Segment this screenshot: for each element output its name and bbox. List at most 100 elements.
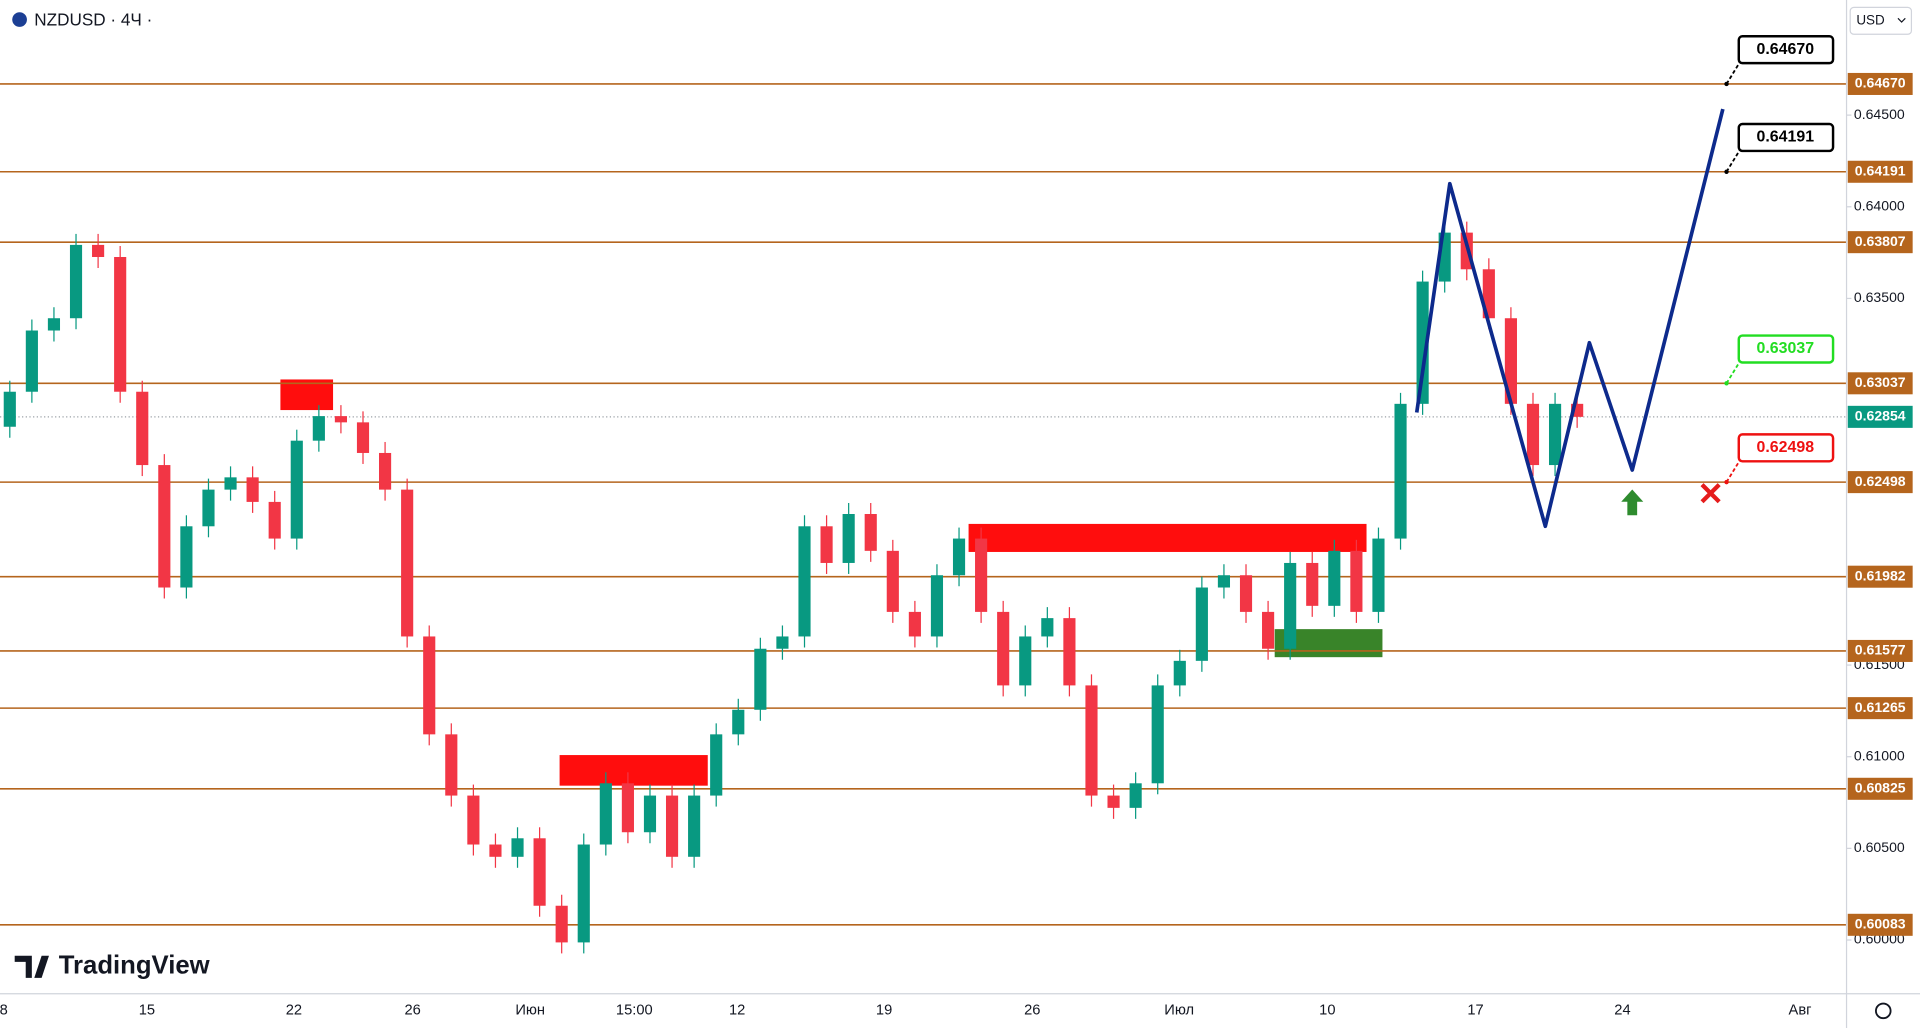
candle-body [401,489,414,637]
level-tag [1847,372,1913,395]
plot-area: 0.64670 0.64191 0.63037 0.62498 [0,35,1847,954]
candle-body [1063,618,1076,686]
x-tick-label: 15:00 [616,1003,653,1019]
candle-body [1548,403,1562,466]
candle-body [1239,575,1253,612]
level-label: 0.61577 [1855,642,1906,658]
level-label: 0.63037 [1855,374,1906,390]
x-tick-label: 12 [729,1003,745,1019]
candle-body [180,526,193,588]
flag-icon [12,12,27,27]
candle-body [1085,685,1098,796]
candle-body [908,611,921,637]
stop-cross [1700,483,1721,504]
callout-anchor [1724,81,1729,87]
candle-body [975,538,988,612]
level-label: 0.62498 [1855,473,1906,489]
x-tick-label: 10 [1319,1003,1335,1019]
level-label: 0.63807 [1855,233,1906,249]
candle-body [621,783,634,833]
candle-body [820,526,833,563]
candle-body [356,422,370,453]
x-tick-label: 26 [404,1003,420,1019]
candle-body [290,440,303,539]
y-tick-label: 0.61000 [1854,747,1905,763]
candle-body [334,416,347,423]
callout-anchor [1724,479,1729,485]
x-tick-label: 8 [0,1003,8,1019]
candle-body [246,477,259,502]
candle-body [1019,636,1032,686]
candle-body [1350,550,1363,612]
zone [280,379,334,411]
axes: 0.645000.640000.635000.615000.610000.605… [0,72,1913,1019]
candle-body [1284,562,1297,649]
x-tick-label: Авг [1789,1003,1812,1019]
candle-body [224,477,237,490]
zone [559,755,708,786]
level-label: 0.60083 [1855,916,1906,932]
candle-body [1262,611,1275,649]
y-tick-label: 0.63500 [1854,289,1905,305]
currency-dropdown[interactable] [1849,6,1913,35]
candle-body [3,391,16,427]
x-tick-label: 26 [1024,1003,1040,1019]
candle-body [1394,403,1407,539]
candle-body [577,844,590,943]
callout-label: 0.64670 [1757,41,1815,58]
zone [968,523,1367,552]
symbol-title[interactable]: NZDUSD · 4Ч · [34,9,152,29]
candle-body [423,636,436,735]
candle-body [445,734,458,796]
candle-body [1372,538,1385,612]
candle-body [952,538,966,576]
candle-body [1041,618,1054,637]
candle-body [202,489,215,527]
candle-body [997,611,1010,686]
candle-body [1306,562,1319,606]
candle-body [467,795,480,845]
settings-icon[interactable] [1875,1002,1892,1020]
callout-leader [1725,149,1741,173]
level-tag [1847,697,1913,720]
y-tick-label: 0.64500 [1854,106,1905,122]
x-tick-label: 15 [139,1003,155,1019]
buy-arrow [1621,489,1644,516]
level-tag [1847,231,1913,254]
level-tag [1847,565,1913,588]
price-axis [1846,0,1920,1028]
candle-body [69,244,83,319]
level-label: 0.61982 [1855,567,1906,583]
candle-body [1217,575,1231,588]
candle-body [1173,660,1186,686]
candle-body [599,783,612,845]
candle-body [511,838,524,857]
y-tick-label: 0.60500 [1854,839,1905,855]
candle-body [1195,587,1208,661]
callout-label: 0.64191 [1757,129,1815,146]
level-tag [1847,72,1913,95]
candle-body [1107,795,1120,808]
candle-body [1129,783,1142,808]
candle-body [533,838,546,906]
callout-label: 0.63037 [1757,340,1815,357]
x-tick-label: Июл [1164,1003,1194,1019]
candle-body [92,244,105,258]
candle-body [1328,550,1341,606]
candle-body [842,514,855,563]
candle-body [47,318,61,331]
candle-body [379,452,392,490]
callout-leader [1725,459,1741,483]
callout-leader [1725,61,1741,85]
level-tag [1847,913,1913,936]
candle-body [754,648,767,710]
callout-box [1737,35,1835,65]
level-label: 0.61265 [1855,699,1906,715]
candle-body [114,257,127,392]
candle-body [798,526,811,637]
candle-body [886,550,899,612]
candle-body [864,514,877,551]
callout-box [1737,433,1835,463]
candle-body [158,465,171,588]
